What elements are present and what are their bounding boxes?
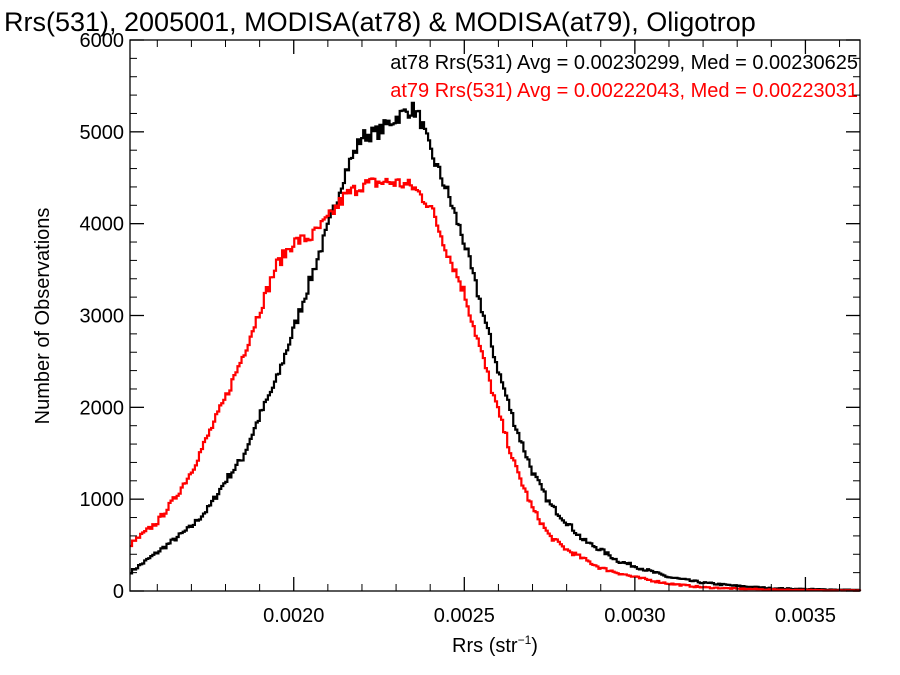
y-tick-label: 3000 [80,306,125,328]
y-tick-label: 5000 [80,122,125,144]
x-axis-label-close: ) [531,635,538,657]
chart-title: Rrs(531), 2005001, MODISA(at78) & MODISA… [4,7,756,37]
x-tick-label: 0.0035 [775,605,836,627]
x-axis-label-main: Rrs (str [452,635,518,657]
x-tick-label: 0.0030 [604,605,665,627]
legend-entry-1: at78 Rrs(531) Avg = 0.00230299, Med = 0.… [390,52,858,74]
y-tick-label: 6000 [80,30,125,52]
axes-group: 0 1000 2000 3000 4000 5000 6000 0.0020 0.0025 0.0… [80,30,861,627]
plot-frame [129,39,861,592]
x-tick-label: 0.0020 [263,605,324,627]
y-tick-label: 4000 [80,214,125,236]
x-axis-label-superscript: −1 [518,633,532,647]
legend-entry-2: at79 Rrs(531) Avg = 0.00222043, Med = 0.… [390,80,858,102]
x-axis-label: Rrs (str−1) [452,633,538,657]
series-line-2 [130,177,862,592]
series-group [130,101,862,592]
y-tick-label: 0 [113,581,124,603]
series-line-1 [130,101,862,592]
y-tick-label: 1000 [80,489,125,511]
y-axis-label: Number of Observations [32,208,54,425]
x-tick-label: 0.0025 [434,605,495,627]
legend: at78 Rrs(531) Avg = 0.00230299, Med = 0.… [390,52,858,102]
y-tick-label: 2000 [80,397,125,419]
